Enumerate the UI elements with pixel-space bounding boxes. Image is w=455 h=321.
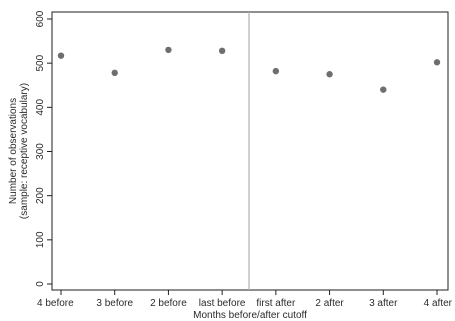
y-tick-label: 300 [35,143,46,160]
data-point [165,46,172,54]
x-tick-label: 3 before [96,298,133,309]
x-tick-label: 4 after [424,298,453,309]
x-tick-label: last before [199,298,246,309]
data-points [57,46,441,93]
x-tick-label: 2 after [315,298,344,309]
y-axis-title-line-1: Number of observations [8,98,19,204]
data-point [218,47,226,54]
y-tick-label: 600 [35,10,46,27]
x-tick-label: first after [256,298,296,309]
x-axis-title: Months before/after cutoff [193,310,307,321]
data-point [272,67,280,75]
x-tick-label: 4 before [37,298,74,309]
y-tick-label: 100 [35,231,46,248]
data-point [111,69,118,77]
y-axis: 0 100 200 300 400 500 600 [35,10,52,287]
data-point [326,71,333,78]
y-tick-label: 500 [35,54,46,71]
x-tick-label: 3 after [369,298,398,309]
data-point [57,52,65,59]
x-tick-label: 2 before [150,298,187,309]
x-axis: 4 before 3 before 2 before last before first… [37,290,453,309]
y-tick-label: 400 [35,99,46,116]
data-point [380,86,387,93]
data-point [433,59,441,66]
y-axis-title-line-2: (sample: receptive vocabulary) [19,83,30,219]
plot-frame [51,11,449,291]
y-tick-label: 200 [35,187,46,204]
y-tick-label: 0 [35,281,46,287]
